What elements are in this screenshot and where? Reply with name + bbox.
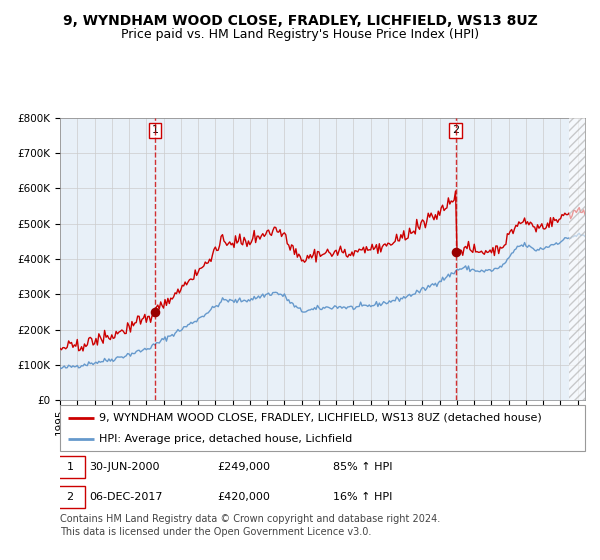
Point <box>451 248 460 256</box>
Text: 06-DEC-2017: 06-DEC-2017 <box>89 492 163 502</box>
Text: HPI: Average price, detached house, Lichfield: HPI: Average price, detached house, Lich… <box>100 435 353 444</box>
Text: £249,000: £249,000 <box>218 462 271 472</box>
FancyBboxPatch shape <box>55 456 85 478</box>
Text: 2: 2 <box>67 492 74 502</box>
Text: 30-JUN-2000: 30-JUN-2000 <box>89 462 160 472</box>
FancyBboxPatch shape <box>55 486 85 508</box>
Text: 16% ↑ HPI: 16% ↑ HPI <box>333 492 392 502</box>
Text: 85% ↑ HPI: 85% ↑ HPI <box>333 462 392 472</box>
Text: 2: 2 <box>452 125 459 136</box>
Text: £420,000: £420,000 <box>218 492 271 502</box>
Text: Price paid vs. HM Land Registry's House Price Index (HPI): Price paid vs. HM Land Registry's House … <box>121 28 479 41</box>
Text: 1: 1 <box>67 462 73 472</box>
Text: 9, WYNDHAM WOOD CLOSE, FRADLEY, LICHFIELD, WS13 8UZ: 9, WYNDHAM WOOD CLOSE, FRADLEY, LICHFIEL… <box>62 14 538 28</box>
Point <box>150 308 160 317</box>
FancyBboxPatch shape <box>60 405 585 451</box>
Text: Contains HM Land Registry data © Crown copyright and database right 2024.
This d: Contains HM Land Registry data © Crown c… <box>60 514 440 537</box>
Text: 9, WYNDHAM WOOD CLOSE, FRADLEY, LICHFIELD, WS13 8UZ (detached house): 9, WYNDHAM WOOD CLOSE, FRADLEY, LICHFIEL… <box>100 413 542 423</box>
Text: 1: 1 <box>151 125 158 136</box>
